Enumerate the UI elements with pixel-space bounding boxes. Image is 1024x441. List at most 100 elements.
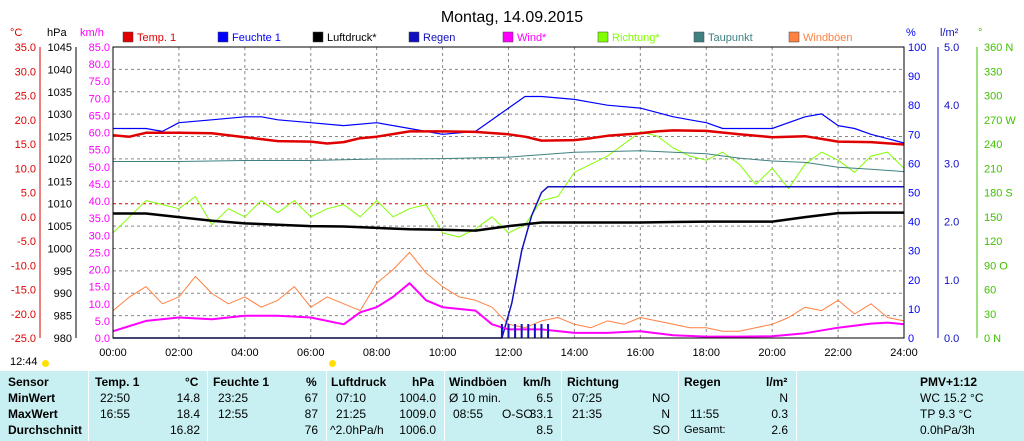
dir-min-time: 07:25 <box>572 391 603 405</box>
hum-min-value: 67 <box>304 391 318 405</box>
dir-min-value: NO <box>652 391 670 405</box>
temp-tick-label: -20.0 <box>11 309 36 321</box>
temp-tick-label: 20.0 <box>15 115 36 127</box>
pressure-tick-label: 980 <box>54 333 72 345</box>
legend: Temp. 1 Feuchte 1 Luftdruck* Regen Wind* Rich… <box>122 31 853 44</box>
temp-tick-label: 15.0 <box>15 139 36 151</box>
series-lines <box>112 95 905 339</box>
wind-tick-label: 45.0 <box>89 179 110 191</box>
pressure-tick-label: 1020 <box>48 154 72 166</box>
row-label-avg: Durchschnitt <box>8 423 83 437</box>
legend-label: Wind* <box>517 32 547 44</box>
stats-panel: Sensor MinWert MaxWert Durchschnitt Temp… <box>0 371 1024 441</box>
sun-marker-icon <box>329 360 336 367</box>
humidity-tick-label: 50 <box>908 188 920 200</box>
x-tick-label: 18:00 <box>692 347 720 359</box>
x-tick-label: 02:00 <box>165 347 193 359</box>
temp-min-time: 22:50 <box>100 391 131 405</box>
wind-tick-label: 75.0 <box>89 76 110 88</box>
legend-label: Feuchte 1 <box>232 32 281 44</box>
press-max-time: 21:25 <box>336 407 367 421</box>
wind-tick-label: 50.0 <box>89 162 110 174</box>
wind-tick-label: 15.0 <box>89 282 110 294</box>
grid <box>113 47 904 338</box>
direction-tick-label: 0 N <box>984 333 1001 345</box>
legend-label: Luftdruck* <box>327 32 377 44</box>
hum-max-time: 12:55 <box>218 407 249 421</box>
gusts-min-label: Ø 10 min. <box>449 391 502 405</box>
pressure-unit: hPa <box>47 27 67 39</box>
rain-tick-label: 3.0 <box>944 158 959 170</box>
legend-swatch <box>693 31 705 43</box>
hum-min-time: 23:25 <box>218 391 249 405</box>
humidity-tick-label: 60 <box>908 158 920 170</box>
pressure-tick-label: 1035 <box>48 87 72 99</box>
gusts-max-dir: O-SO <box>502 407 533 421</box>
wind-tick-label: 5.0 <box>95 316 110 328</box>
direction-tick-label: 330 <box>984 66 1002 78</box>
temp-tick-label: 10.0 <box>15 163 36 175</box>
pressure-tick-label: 1045 <box>48 42 72 54</box>
rain-total-value: 2.6 <box>771 423 788 437</box>
x-tick-label: 16:00 <box>627 347 655 359</box>
gusts-avg-value: 8.5 <box>536 423 553 437</box>
pressure-tick-label: 1010 <box>48 199 72 211</box>
press-avg-value: 1006.0 <box>399 423 436 437</box>
humidity-tick-label: 20 <box>908 275 920 287</box>
direction-tick-label: 60 <box>984 285 996 297</box>
header-temp-unit: °C <box>185 375 199 389</box>
humidity-tick-label: 70 <box>908 129 920 141</box>
temp-max-value: 18.4 <box>176 407 200 421</box>
rain-tick-label: 0.0 <box>944 333 959 345</box>
x-tick-label: 20:00 <box>758 347 786 359</box>
rain-tick-label: 4.0 <box>944 100 959 112</box>
x-tick-label: 10:00 <box>429 347 457 359</box>
dir-max-time: 21:35 <box>572 407 603 421</box>
direction-tick-label: 210 <box>984 163 1002 175</box>
gusts-max-time: 08:55 <box>453 407 484 421</box>
pmv-trend: 0.0hPa/3h <box>920 423 975 437</box>
pressure-tick-label: 995 <box>54 266 72 278</box>
wind-tick-label: 80.0 <box>89 59 110 71</box>
header-gusts: Windböen <box>449 375 507 389</box>
direction-tick-label: 90 O <box>984 260 1008 272</box>
rain-tick-label: 2.0 <box>944 217 959 229</box>
x-tick-label: 24:00 <box>890 347 918 359</box>
temp-avg-value: 16.82 <box>169 423 200 437</box>
wind-tick-label: 70.0 <box>89 93 110 105</box>
wind-unit: km/h <box>80 27 104 39</box>
temp-tick-label: -15.0 <box>11 285 36 297</box>
header-humidity-unit: % <box>306 375 317 389</box>
pressure-tick-label: 985 <box>54 311 72 323</box>
direction-tick-label: 300 <box>984 91 1002 103</box>
wind-tick-label: 55.0 <box>89 145 110 157</box>
direction-tick-label: 360 N <box>984 42 1013 54</box>
header-pressure-unit: hPa <box>412 375 435 389</box>
hum-max-value: 87 <box>304 407 318 421</box>
temp-tick-label: 30.0 <box>15 66 36 78</box>
temp-tick-label: 25.0 <box>15 91 36 103</box>
humidity-tick-label: 40 <box>908 217 920 229</box>
temp-tick-label: 5.0 <box>21 188 36 200</box>
pressure-tick-label: 990 <box>54 288 72 300</box>
legend-swatch <box>217 31 229 43</box>
temp-tick-label: -5.0 <box>17 236 36 248</box>
legend-label: Taupunkt <box>708 32 753 44</box>
temp-tick-label: -25.0 <box>11 333 36 345</box>
wind-tick-label: 10.0 <box>89 299 110 311</box>
legend-swatch <box>502 31 514 43</box>
x-tick-label: 12:00 <box>495 347 523 359</box>
humidity-tick-label: 0 <box>908 333 914 345</box>
x-tick-label: 06:00 <box>297 347 325 359</box>
dir-avg-value: SO <box>652 423 670 437</box>
humidity-unit: % <box>906 27 916 39</box>
x-tick-label: 22:00 <box>824 347 852 359</box>
pressure-tick-label: 1030 <box>48 109 72 121</box>
wind-tick-label: 35.0 <box>89 213 110 225</box>
rain-tick-label: 1.0 <box>944 275 959 287</box>
rain-unit: l/m² <box>940 27 959 39</box>
direction-tick-label: 180 S <box>984 188 1013 200</box>
wind-tick-label: 85.0 <box>89 42 110 54</box>
x-tick-label: 04:00 <box>231 347 259 359</box>
wind-tick-label: 30.0 <box>89 230 110 242</box>
